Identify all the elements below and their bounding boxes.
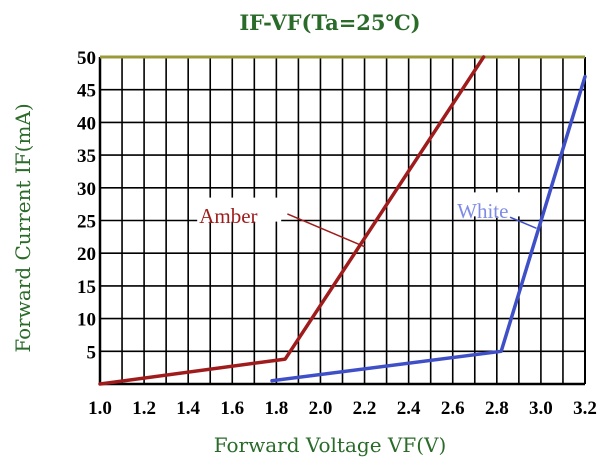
white-leader-line	[509, 216, 537, 230]
x-tick-labels: 1.0 1.2 1.4 1.6 1.8 2.0 2.2 2.4 2.6 2.8 3.0 3.2	[88, 398, 597, 419]
y-tick-label: 25	[77, 212, 96, 233]
amber-series-label: Amber	[199, 204, 257, 228]
white-series-label: White	[457, 199, 508, 223]
x-tick-label: 3.2	[573, 398, 597, 419]
x-tick-label: 2.8	[485, 398, 509, 419]
y-tick-label: 50	[77, 48, 96, 69]
chart-title: IF-VF(Ta=25℃)	[239, 10, 420, 35]
x-tick-label: 1.0	[88, 398, 112, 419]
x-tick-label: 1.6	[220, 398, 244, 419]
x-tick-label: 2.6	[441, 398, 465, 419]
x-tick-label: 1.4	[176, 398, 200, 419]
x-tick-label: 3.0	[529, 398, 553, 419]
x-tick-label: 2.0	[309, 398, 333, 419]
y-tick-label: 5	[87, 342, 97, 363]
y-axis-label: Forward Current IF(mA)	[11, 103, 35, 352]
grid-lines	[99, 56, 586, 384]
y-tick-label: 45	[77, 81, 96, 102]
x-tick-label: 1.2	[132, 398, 156, 419]
x-tick-label: 2.2	[353, 398, 377, 419]
plot-frame	[98, 55, 586, 386]
x-axis-label: Forward Voltage VF(V)	[214, 433, 447, 457]
series-lines	[98, 55, 587, 386]
series-annotations: Amber White	[197, 192, 537, 248]
x-tick-label: 2.4	[397, 398, 421, 419]
amber-leader-line	[287, 213, 365, 248]
y-tick-label: 20	[77, 244, 96, 265]
x-tick-label: 1.8	[264, 398, 288, 419]
y-tick-labels: 5 10 15 20 25 30 35 40 45 50	[77, 48, 96, 363]
y-tick-label: 10	[77, 310, 96, 331]
amber-label-background	[197, 197, 282, 222]
series-line-white	[270, 74, 587, 383]
series-line-amber	[98, 55, 486, 386]
y-tick-label: 30	[77, 179, 96, 200]
white-label-background	[455, 192, 526, 217]
y-tick-label: 40	[77, 113, 96, 134]
y-tick-label: 15	[77, 277, 96, 298]
y-tick-label: 35	[77, 146, 96, 167]
